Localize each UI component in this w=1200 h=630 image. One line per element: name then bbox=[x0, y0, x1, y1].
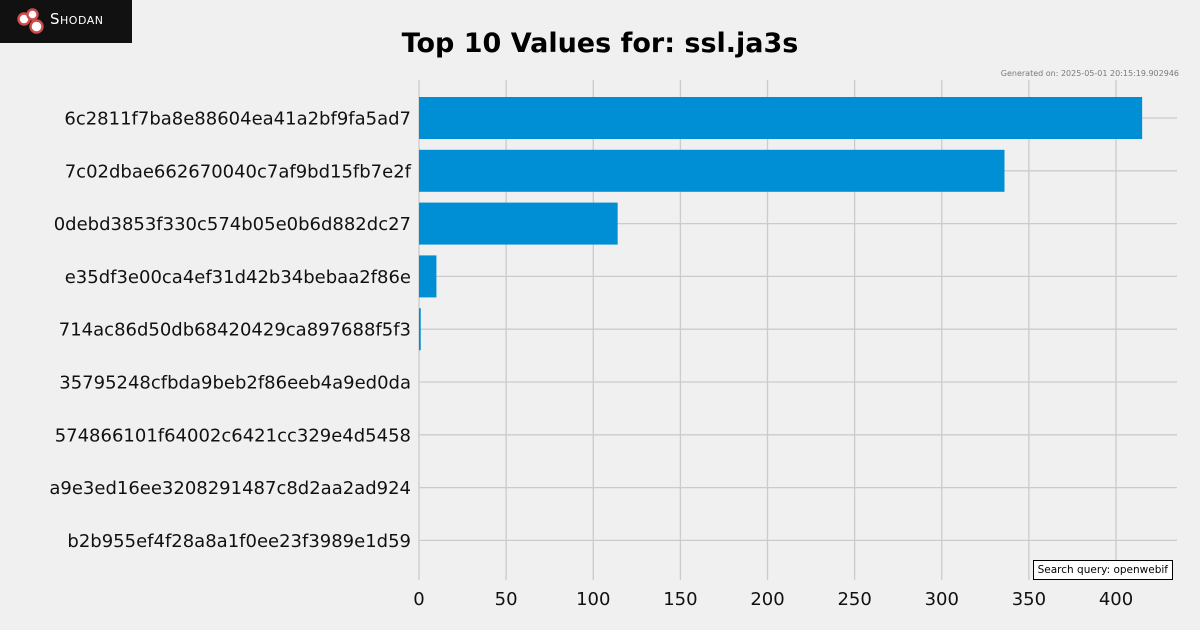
category-label: 0debd3853f330c574b05e0b6d882dc27 bbox=[54, 214, 411, 235]
category-labels: 6c2811f7ba8e88604ea41a2bf9fa5ad7 7c02dbae… bbox=[49, 109, 411, 552]
category-label: 574866101f64002c6421cc329e4d5458 bbox=[55, 425, 411, 446]
bar bbox=[419, 97, 1143, 139]
bar bbox=[419, 149, 1005, 192]
category-label: e35df3e00ca4ef31d42b34bebaa2f86e bbox=[65, 267, 411, 288]
x-tick-label: 0 bbox=[413, 589, 424, 610]
x-tick-labels: 0 50 100 150 200 250 300 350 400 bbox=[413, 589, 1133, 610]
x-tick-label: 200 bbox=[750, 589, 784, 610]
category-label: 7c02dbae662670040c7af9bd15fb7e2f bbox=[65, 161, 412, 182]
x-tick-label: 350 bbox=[1012, 589, 1046, 610]
bar bbox=[419, 308, 421, 351]
shodan-logo-icon bbox=[17, 8, 44, 34]
chart-title: Top 10 Values for: ssl.ja3s bbox=[401, 28, 799, 59]
x-tick-label: 300 bbox=[925, 589, 959, 610]
category-label: b2b955ef4f28a8a1f0ee23f3989e1d59 bbox=[67, 531, 411, 552]
generated-timestamp: Generated on: 2025-05-01 20:15:19.902946 bbox=[1000, 69, 1179, 78]
category-label: a9e3ed16ee3208291487c8d2aa2ad924 bbox=[49, 478, 411, 499]
bar bbox=[419, 202, 618, 245]
logo-wordmark: Shodan bbox=[50, 10, 104, 28]
search-query-box: Search query: openwebif bbox=[1032, 560, 1173, 580]
category-label: 6c2811f7ba8e88604ea41a2bf9fa5ad7 bbox=[64, 109, 411, 130]
x-tick-label: 250 bbox=[837, 589, 871, 610]
x-tick-label: 400 bbox=[1099, 589, 1133, 610]
x-tick-label: 100 bbox=[576, 589, 610, 610]
shodan-logo: Shodan bbox=[0, 0, 132, 43]
x-tick-label: 50 bbox=[495, 589, 518, 610]
category-label: 714ac86d50db68420429ca897688f5f3 bbox=[59, 320, 411, 341]
bars bbox=[419, 97, 1143, 351]
bar bbox=[419, 255, 437, 298]
x-tick-label: 150 bbox=[663, 589, 697, 610]
category-label: 35795248cfbda9beb2f86eeb4a9ed0da bbox=[59, 373, 411, 394]
